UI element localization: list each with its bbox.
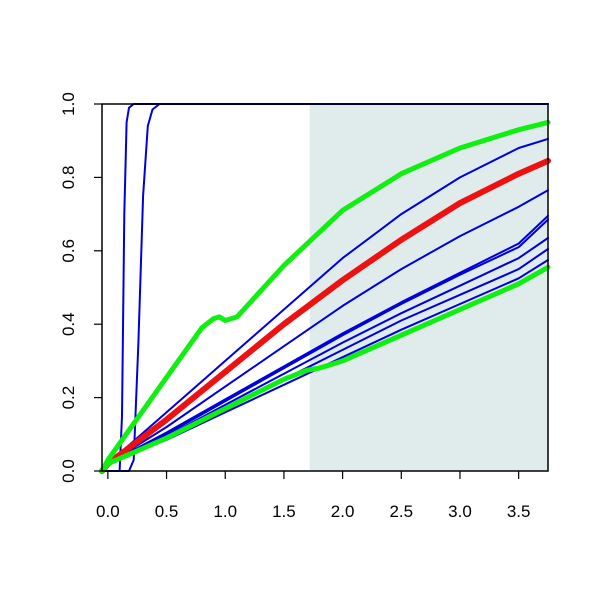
green-series-line-12 (99, 264, 551, 474)
axis-layer: 0.0 0.5 1.0 1.5 2.0 2.5 3.0 3.5 0.0 0.2 0.4 0.6 0.8 1… (59, 92, 549, 521)
y-tick-label: 0.2 (59, 386, 78, 410)
x-tick-label: 0.0 (96, 502, 120, 521)
x-tick-label: 2.5 (389, 502, 413, 521)
x-tick-label: 2.0 (331, 502, 355, 521)
y-tick-label: 0.6 (59, 239, 78, 263)
y-tick-label: 0.0 (59, 459, 78, 483)
x-tick-label: 3.0 (448, 502, 472, 521)
y-tick-label: 0.4 (59, 312, 78, 336)
red-series-line-10 (99, 157, 551, 474)
blue-series-line-2 (101, 103, 549, 472)
green-series-line-11 (99, 119, 551, 474)
x-tick-label: 1.0 (213, 502, 237, 521)
plot-frame (101, 103, 549, 472)
x-tick-label: 0.5 (155, 502, 179, 521)
y-tick-label: 1.0 (59, 92, 78, 116)
y-tick-label: 0.8 (59, 166, 78, 190)
series-layer (99, 103, 551, 474)
x-tick-label: 3.5 (507, 502, 531, 521)
x-tick-label: 1.5 (272, 502, 296, 521)
